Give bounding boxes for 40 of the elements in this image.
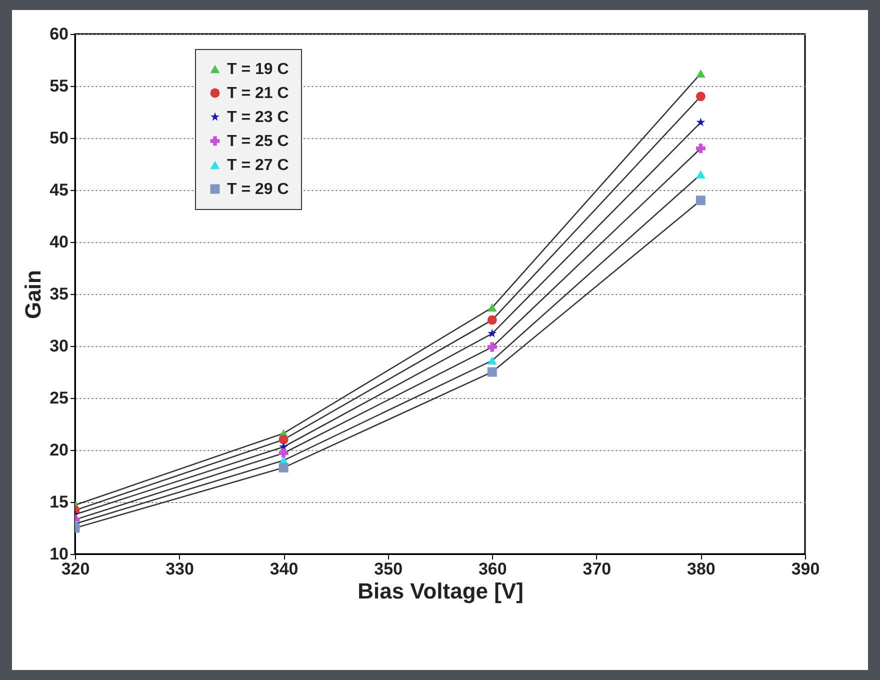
y-tick-label: 15 (50, 492, 68, 512)
y-axis-title: Gain (20, 270, 46, 319)
legend-label: T = 25 C (227, 133, 290, 150)
legend-label: T = 27 C (227, 157, 290, 174)
legend-label: T = 23 C (227, 109, 290, 126)
y-tick-label: 40 (50, 232, 68, 252)
y-tick-label: 35 (50, 284, 68, 304)
point (278, 448, 288, 458)
point (487, 315, 497, 325)
point (278, 462, 288, 472)
y-tick-label: 55 (50, 76, 68, 96)
y-tick-label: 30 (50, 336, 68, 356)
x-axis-title: Bias Voltage [V] (358, 578, 524, 604)
y-tick-label: 20 (50, 440, 68, 460)
y-tick-label: 60 (50, 24, 68, 44)
x-tick-label: 330 (166, 560, 194, 578)
point (696, 118, 706, 126)
y-tick-label: 50 (50, 128, 68, 148)
y-tick-label: 25 (50, 388, 68, 408)
x-tick-label: 350 (374, 560, 403, 578)
point (487, 342, 497, 352)
legend-label: T = 21 C (227, 85, 290, 102)
point (696, 144, 706, 154)
y-tick-label: 45 (50, 180, 68, 200)
point (696, 170, 706, 179)
point (696, 69, 706, 78)
point (487, 367, 497, 377)
x-tick-label: 360 (478, 560, 507, 578)
legend-label: T = 19 C (227, 61, 290, 78)
x-tick-label: 390 (791, 560, 820, 578)
point (488, 328, 497, 338)
x-tick-label: 340 (270, 560, 298, 578)
x-tick-label: 370 (582, 560, 612, 578)
point (278, 434, 288, 444)
legend-label: T = 29 C (227, 181, 290, 198)
x-tick-label: 380 (687, 560, 716, 578)
point (487, 356, 497, 365)
point (487, 303, 497, 312)
point (696, 196, 706, 206)
point (696, 92, 706, 102)
